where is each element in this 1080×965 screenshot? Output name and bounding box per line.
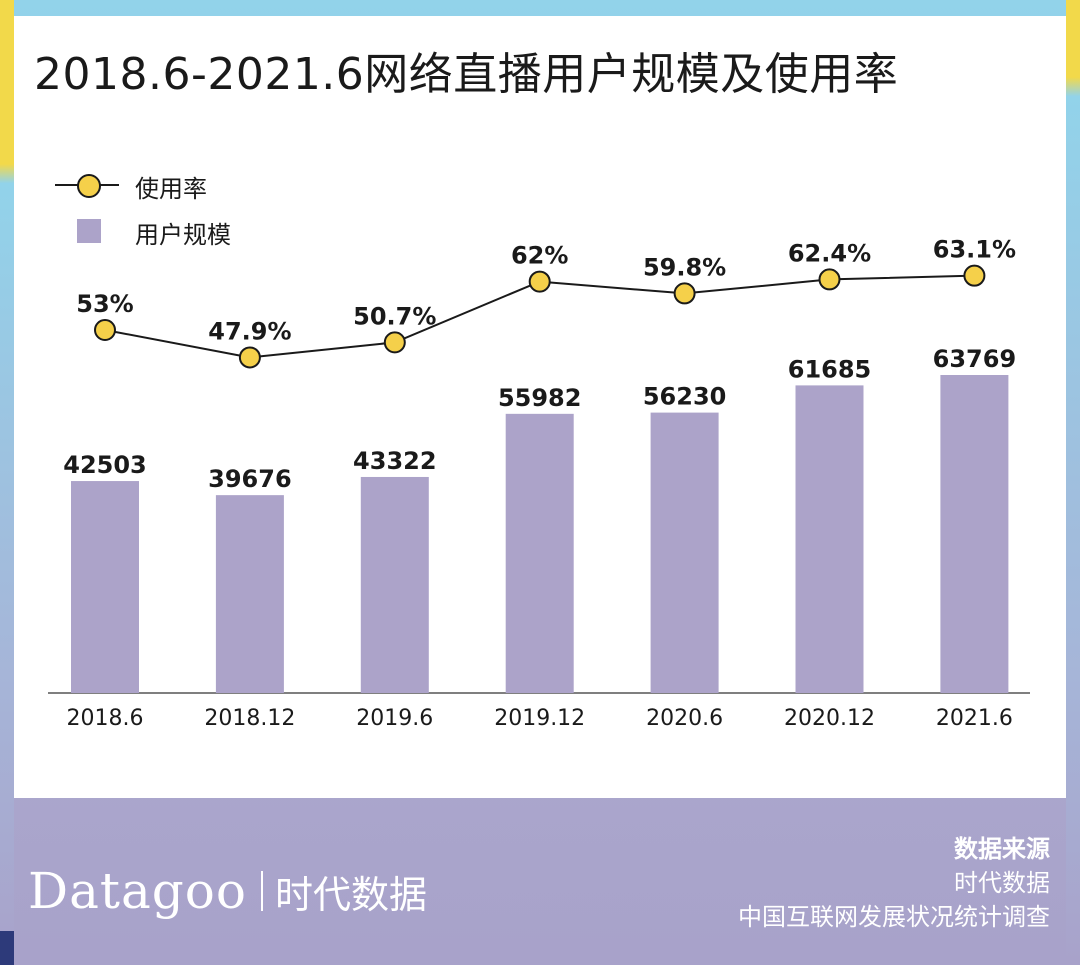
usage-rate-label: 63.1% [933, 236, 1016, 264]
bar-2020.6 [650, 412, 719, 693]
usage-rate-point [673, 282, 696, 305]
usage-rate-label: 62.4% [788, 239, 871, 267]
chart-title: 2018.6-2021.6网络直播用户规模及使用率 [34, 49, 899, 100]
bar-value-label: 39676 [208, 465, 292, 493]
source-title: 数据来源 [954, 835, 1050, 863]
right-accent-strip [1066, 0, 1080, 965]
source-line-1: 时代数据 [954, 869, 1050, 897]
usage-rate-label: 59.8% [643, 253, 726, 281]
source-line-2: 中国互联网发展状况统计调查 [738, 903, 1050, 931]
data-source: 数据来源 时代数据 中国互联网发展状况统计调查 [738, 832, 1050, 934]
legend-dot-marker [77, 174, 101, 198]
x-tick-label: 2021.6 [936, 706, 1013, 731]
usage-rate-point [528, 270, 551, 293]
bar-2019.6 [360, 476, 429, 693]
usage-rate-label: 53% [76, 290, 133, 318]
bar-value-label: 61685 [788, 355, 872, 383]
left-accent-strip [0, 0, 14, 965]
x-tick-label: 2020.6 [646, 706, 723, 731]
navy-accent-block [0, 931, 14, 965]
bar-2018.12 [215, 495, 284, 693]
x-tick-label: 2018.6 [67, 706, 144, 731]
usage-rate-label: 47.9% [208, 317, 291, 345]
bar-2020.12 [795, 385, 864, 693]
legend-rate-label: 使用率 [135, 175, 207, 203]
bar-value-label: 55982 [498, 384, 582, 412]
brand-name-cn: 时代数据 [275, 872, 428, 917]
usage-rate-label: 50.7% [353, 302, 436, 330]
x-tick-label: 2019.12 [494, 706, 585, 731]
bar-2019.12 [505, 413, 574, 693]
bar-2018.6 [71, 481, 139, 693]
bar-value-label: 43322 [353, 447, 437, 475]
x-tick-label: 2018.12 [204, 706, 295, 731]
bar-value-label: 42503 [63, 451, 147, 479]
brand-divider [261, 871, 264, 911]
usage-rate-point [94, 319, 116, 341]
usage-rate-point [238, 346, 261, 369]
x-tick-label: 2019.6 [356, 706, 433, 731]
brand-logo: Datagoo 时代数据 [28, 862, 427, 920]
bar-2021.6 [940, 375, 1009, 693]
usage-rate-label: 62% [511, 242, 568, 270]
bar-value-label: 63769 [933, 345, 1017, 373]
legend-users-label: 用户规模 [135, 221, 231, 249]
legend-bar-swatch [77, 219, 101, 243]
usage-rate-point [383, 331, 406, 354]
usage-rate-point [818, 268, 841, 291]
x-tick-label: 2020.12 [784, 706, 875, 731]
brand-name-en: Datagoo [28, 862, 248, 920]
bar-value-label: 56230 [643, 383, 727, 411]
usage-rate-point [963, 264, 986, 287]
